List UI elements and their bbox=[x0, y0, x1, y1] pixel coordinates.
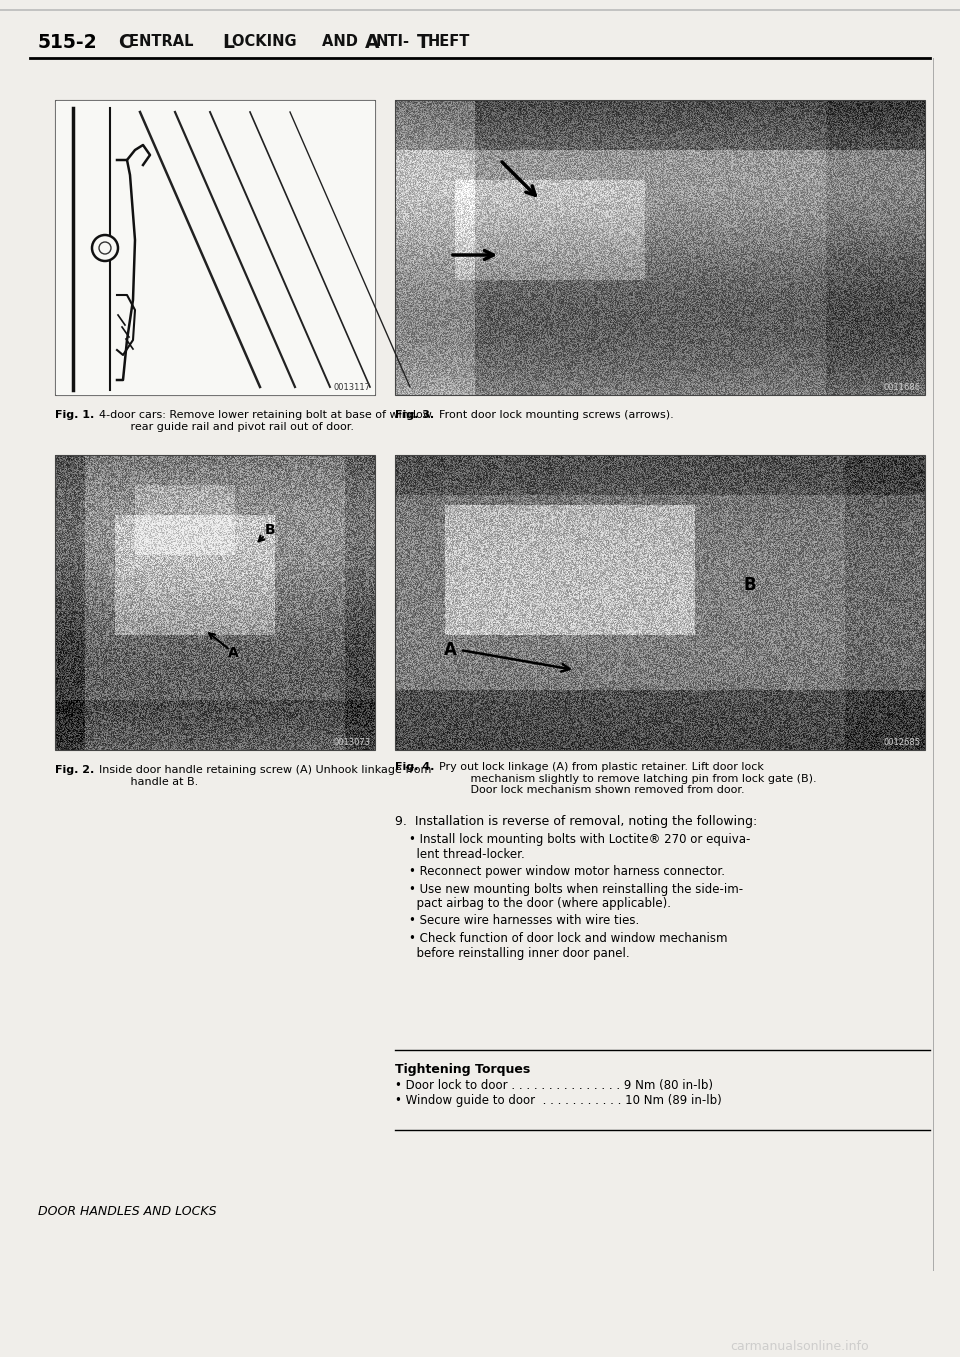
Text: 515-2: 515-2 bbox=[38, 33, 98, 52]
Text: T: T bbox=[417, 33, 430, 52]
Text: 0012685: 0012685 bbox=[884, 738, 921, 746]
Bar bbox=[395, 100, 925, 395]
Text: A: A bbox=[365, 33, 379, 52]
Text: Inside door handle retaining screw (A) Unhook linkage from
           handle at : Inside door handle retaining screw (A) U… bbox=[92, 765, 431, 787]
Text: AND: AND bbox=[322, 34, 363, 49]
Circle shape bbox=[92, 235, 118, 261]
Text: B: B bbox=[265, 522, 276, 537]
Text: NTI-: NTI- bbox=[376, 34, 410, 49]
Text: HEFT: HEFT bbox=[428, 34, 470, 49]
Text: 0011686: 0011686 bbox=[884, 383, 921, 392]
Text: Fig. 4.: Fig. 4. bbox=[395, 763, 434, 772]
Text: Fig. 2.: Fig. 2. bbox=[55, 765, 94, 775]
Text: OCKING: OCKING bbox=[232, 34, 301, 49]
Polygon shape bbox=[56, 100, 374, 394]
Text: 0013073: 0013073 bbox=[334, 738, 371, 746]
Text: carmanualsonline.info: carmanualsonline.info bbox=[730, 1339, 869, 1353]
Text: 9.  Installation is reverse of removal, noting the following:: 9. Installation is reverse of removal, n… bbox=[395, 816, 757, 828]
Text: Fig. 3.: Fig. 3. bbox=[395, 410, 434, 421]
Text: DOOR HANDLES AND LOCKS: DOOR HANDLES AND LOCKS bbox=[38, 1205, 217, 1219]
Text: C: C bbox=[118, 33, 132, 52]
Text: Pry out lock linkage (A) from plastic retainer. Lift door lock
           mechan: Pry out lock linkage (A) from plastic re… bbox=[432, 763, 817, 795]
Text: ENTRAL: ENTRAL bbox=[129, 34, 199, 49]
Text: • Use new mounting bolts when reinstalling the side-im-
  pact airbag to the doo: • Use new mounting bolts when reinstalli… bbox=[409, 882, 743, 911]
Text: A: A bbox=[228, 646, 238, 660]
Text: L: L bbox=[222, 33, 234, 52]
Text: Front door lock mounting screws (arrows).: Front door lock mounting screws (arrows)… bbox=[432, 410, 674, 421]
Bar bbox=[395, 455, 925, 750]
Circle shape bbox=[99, 242, 111, 254]
Text: • Reconnect power window motor harness connector.: • Reconnect power window motor harness c… bbox=[409, 864, 725, 878]
Text: 0013117: 0013117 bbox=[334, 383, 371, 392]
Text: • Door lock to door . . . . . . . . . . . . . . . 9 Nm (80 in-lb): • Door lock to door . . . . . . . . . . … bbox=[395, 1079, 713, 1092]
Text: 4-door cars: Remove lower retaining bolt at base of window
           rear guide: 4-door cars: Remove lower retaining bolt… bbox=[92, 410, 432, 432]
Text: Tightening Torques: Tightening Torques bbox=[395, 1063, 530, 1076]
Text: B: B bbox=[744, 575, 756, 594]
Text: A: A bbox=[444, 641, 456, 660]
Text: Fig. 1.: Fig. 1. bbox=[55, 410, 94, 421]
Text: • Window guide to door  . . . . . . . . . . . 10 Nm (89 in-lb): • Window guide to door . . . . . . . . .… bbox=[395, 1094, 722, 1107]
Text: • Secure wire harnesses with wire ties.: • Secure wire harnesses with wire ties. bbox=[409, 915, 639, 927]
Bar bbox=[55, 455, 375, 750]
Text: • Check function of door lock and window mechanism
  before reinstalling inner d: • Check function of door lock and window… bbox=[409, 932, 728, 959]
Bar bbox=[55, 100, 375, 395]
Text: • Install lock mounting bolts with Loctite® 270 or equiva-
  lent thread-locker.: • Install lock mounting bolts with Locti… bbox=[409, 833, 751, 860]
